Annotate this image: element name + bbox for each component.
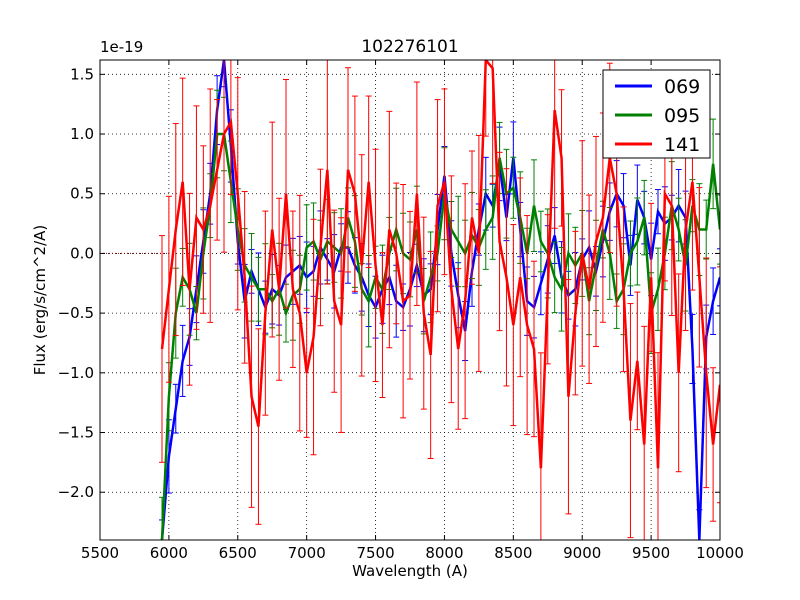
y-tick-label: 0.0 (70, 244, 94, 262)
legend: 069 095 141 (602, 69, 711, 159)
y-tick-label: 0.5 (70, 185, 94, 203)
legend-label-141: 141 (664, 134, 700, 156)
x-axis-label: Wavelength (A) (352, 562, 468, 580)
series-line-095 (160, 132, 720, 540)
y-axis-label: Flux (erg/s/cm^2/A) (31, 225, 49, 376)
x-tick-label: 6500 (219, 544, 257, 562)
series-095 (159, 89, 720, 540)
legend-label-069: 069 (664, 76, 700, 98)
x-tick-label: 9500 (632, 544, 670, 562)
x-tick-label: 6000 (150, 544, 188, 562)
legend-label-095: 095 (664, 105, 700, 127)
x-tick-label: 9000 (563, 544, 601, 562)
y-offset-text: 1e-19 (100, 38, 143, 56)
y-tick-label: −2.0 (58, 483, 94, 501)
x-tick-label: 7000 (288, 544, 326, 562)
y-tick-label: −1.5 (58, 424, 94, 442)
series-line-069 (160, 60, 720, 540)
axis-ticks: 5500 6000 6500 7000 7500 8000 8500 9000 9500 1000… (58, 60, 744, 562)
chart-title: 102276101 (361, 37, 458, 57)
x-tick-label: 10000 (696, 544, 744, 562)
y-tick-label: −1.0 (58, 364, 94, 382)
x-tick-label: 8500 (494, 544, 532, 562)
y-tick-label: 1.5 (70, 65, 94, 83)
x-tick-label: 5500 (81, 544, 119, 562)
y-tick-label: 1.0 (70, 125, 94, 143)
plot-frame (99, 59, 721, 541)
x-tick-label: 7500 (356, 544, 394, 562)
y-tick-label: −0.5 (58, 304, 94, 322)
series-line-141 (160, 60, 720, 469)
x-tick-label: 8000 (425, 544, 463, 562)
